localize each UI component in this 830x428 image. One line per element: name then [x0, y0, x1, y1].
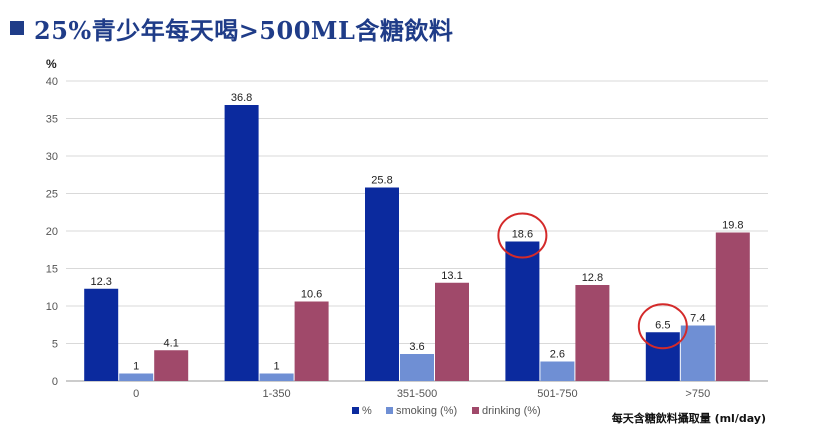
bar	[84, 288, 119, 381]
data-label: 12.3	[90, 276, 111, 288]
bar	[505, 241, 540, 381]
slide-header: 25%青少年每天喝>500ML含糖飲料	[10, 8, 453, 48]
highlight-circle	[497, 212, 548, 259]
data-label: 3.6	[409, 341, 424, 353]
data-label: 13.1	[441, 270, 462, 282]
y-tick-label: 40	[46, 76, 58, 88]
data-label: 1	[274, 361, 280, 373]
bar	[294, 301, 329, 381]
legend-swatch	[386, 407, 393, 414]
bar	[575, 285, 610, 381]
highlight-circle	[637, 303, 688, 350]
bar	[400, 354, 434, 381]
bar	[154, 350, 189, 381]
bar	[259, 373, 294, 381]
legend-swatch	[472, 407, 479, 414]
bar	[645, 332, 680, 381]
x-tick-label: 351-500	[397, 388, 437, 400]
data-label: 19.8	[722, 220, 743, 232]
bar	[540, 361, 575, 381]
slide-title: 25%青少年每天喝>500ML含糖飲料	[34, 15, 454, 45]
y-tick-label: 35	[46, 114, 58, 126]
y-tick-label: 0	[52, 376, 58, 388]
data-label: 6.5	[655, 319, 670, 331]
x-tick-label: 501-750	[537, 388, 577, 400]
legend: % smoking (%) drinking (%)	[352, 405, 541, 417]
bar	[365, 187, 399, 381]
data-label: 2.6	[550, 349, 565, 361]
data-labels: 12.3 1 4.1 36.8 1 10.6 25.8 3.6 13.1 18.6 2.6 12.8 6…	[90, 92, 743, 373]
x-axis-title: 每天含糖飲料攝取量 (ml/day)	[612, 411, 766, 425]
data-label: 7.4	[690, 313, 705, 325]
y-tick-label: 20	[46, 226, 58, 238]
data-label: 12.8	[582, 272, 603, 284]
legend-label: %	[362, 405, 372, 417]
legend-label: drinking (%)	[482, 405, 541, 417]
data-label: 18.6	[512, 229, 533, 241]
bar	[435, 282, 469, 381]
title-bullet-square	[10, 21, 24, 35]
data-label: 10.6	[301, 289, 322, 301]
y-tick-label: 15	[46, 264, 58, 276]
highlight-circles	[497, 212, 688, 350]
data-label: 36.8	[231, 92, 252, 104]
bar	[119, 373, 154, 381]
x-axis-ticks: 0 1-350 351-500 501-750 >750	[133, 388, 710, 400]
y-tick-label: 30	[46, 151, 58, 163]
bar	[680, 325, 715, 381]
y-axis-ticks: 0 5 10 15 20 25 30 35 40	[46, 76, 58, 388]
x-tick-label: 1-350	[263, 388, 291, 400]
bars	[84, 105, 750, 381]
x-tick-label: 0	[133, 388, 139, 400]
legend-swatch	[352, 407, 359, 414]
y-tick-label: 10	[46, 301, 58, 313]
data-label: 1	[133, 361, 139, 373]
bar	[224, 105, 259, 381]
data-label: 4.1	[164, 337, 179, 349]
bar	[715, 232, 750, 381]
legend-label: smoking (%)	[396, 405, 457, 417]
data-label: 25.8	[371, 175, 392, 187]
y-axis-label: %	[46, 57, 57, 71]
y-tick-label: 25	[46, 189, 58, 201]
y-tick-label: 5	[52, 339, 58, 351]
x-tick-label: >750	[685, 388, 710, 400]
